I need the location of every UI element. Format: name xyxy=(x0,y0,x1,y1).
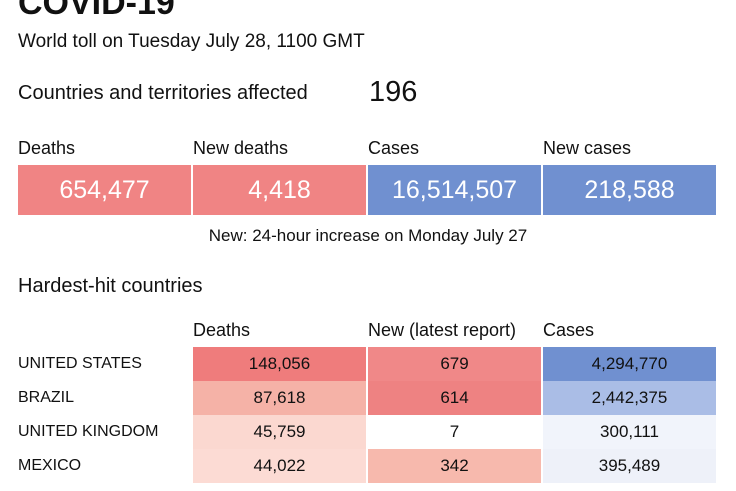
column-header: Deaths xyxy=(193,320,251,340)
cell: 7 xyxy=(368,415,541,449)
stat-label: Deaths xyxy=(18,138,76,158)
cell: 87,618 xyxy=(193,381,366,415)
section-title: Hardest-hit countries xyxy=(18,275,203,297)
stat-value: 4,418 xyxy=(193,165,366,215)
subtitle: World toll on Tuesday July 28, 1100 GMT xyxy=(18,31,365,52)
column-header: New (latest report) xyxy=(368,320,517,340)
cell: 614 xyxy=(368,381,541,415)
cell: 148,056 xyxy=(193,347,366,381)
stat-label: New cases xyxy=(543,138,632,158)
stat-value: 654,477 xyxy=(18,165,191,215)
cell: 342 xyxy=(368,449,541,483)
title: COVID-19 xyxy=(18,0,175,22)
stat-label: New deaths xyxy=(193,138,289,158)
stat-label: Cases xyxy=(368,138,420,158)
stat-value: 218,588 xyxy=(543,165,716,215)
cell: 44,022 xyxy=(193,449,366,483)
cell: 45,759 xyxy=(193,415,366,449)
affected-label: Countries and territories affected xyxy=(18,82,308,104)
column-header: Cases xyxy=(543,320,595,340)
cell: 679 xyxy=(368,347,541,381)
country: BRAZIL xyxy=(18,389,75,406)
affected-value: 196 xyxy=(369,76,418,108)
country: MEXICO xyxy=(18,457,82,474)
cell: 2,442,375 xyxy=(543,381,716,415)
cell: 4,294,770 xyxy=(543,347,716,381)
country: UNITED KINGDOM xyxy=(18,423,159,440)
cell: 395,489 xyxy=(543,449,716,483)
note: New: 24-hour increase on Monday July 27 xyxy=(208,226,528,245)
country: UNITED STATES xyxy=(18,355,142,372)
stat-value: 16,514,507 xyxy=(368,165,541,215)
cell: 300,111 xyxy=(543,415,716,449)
